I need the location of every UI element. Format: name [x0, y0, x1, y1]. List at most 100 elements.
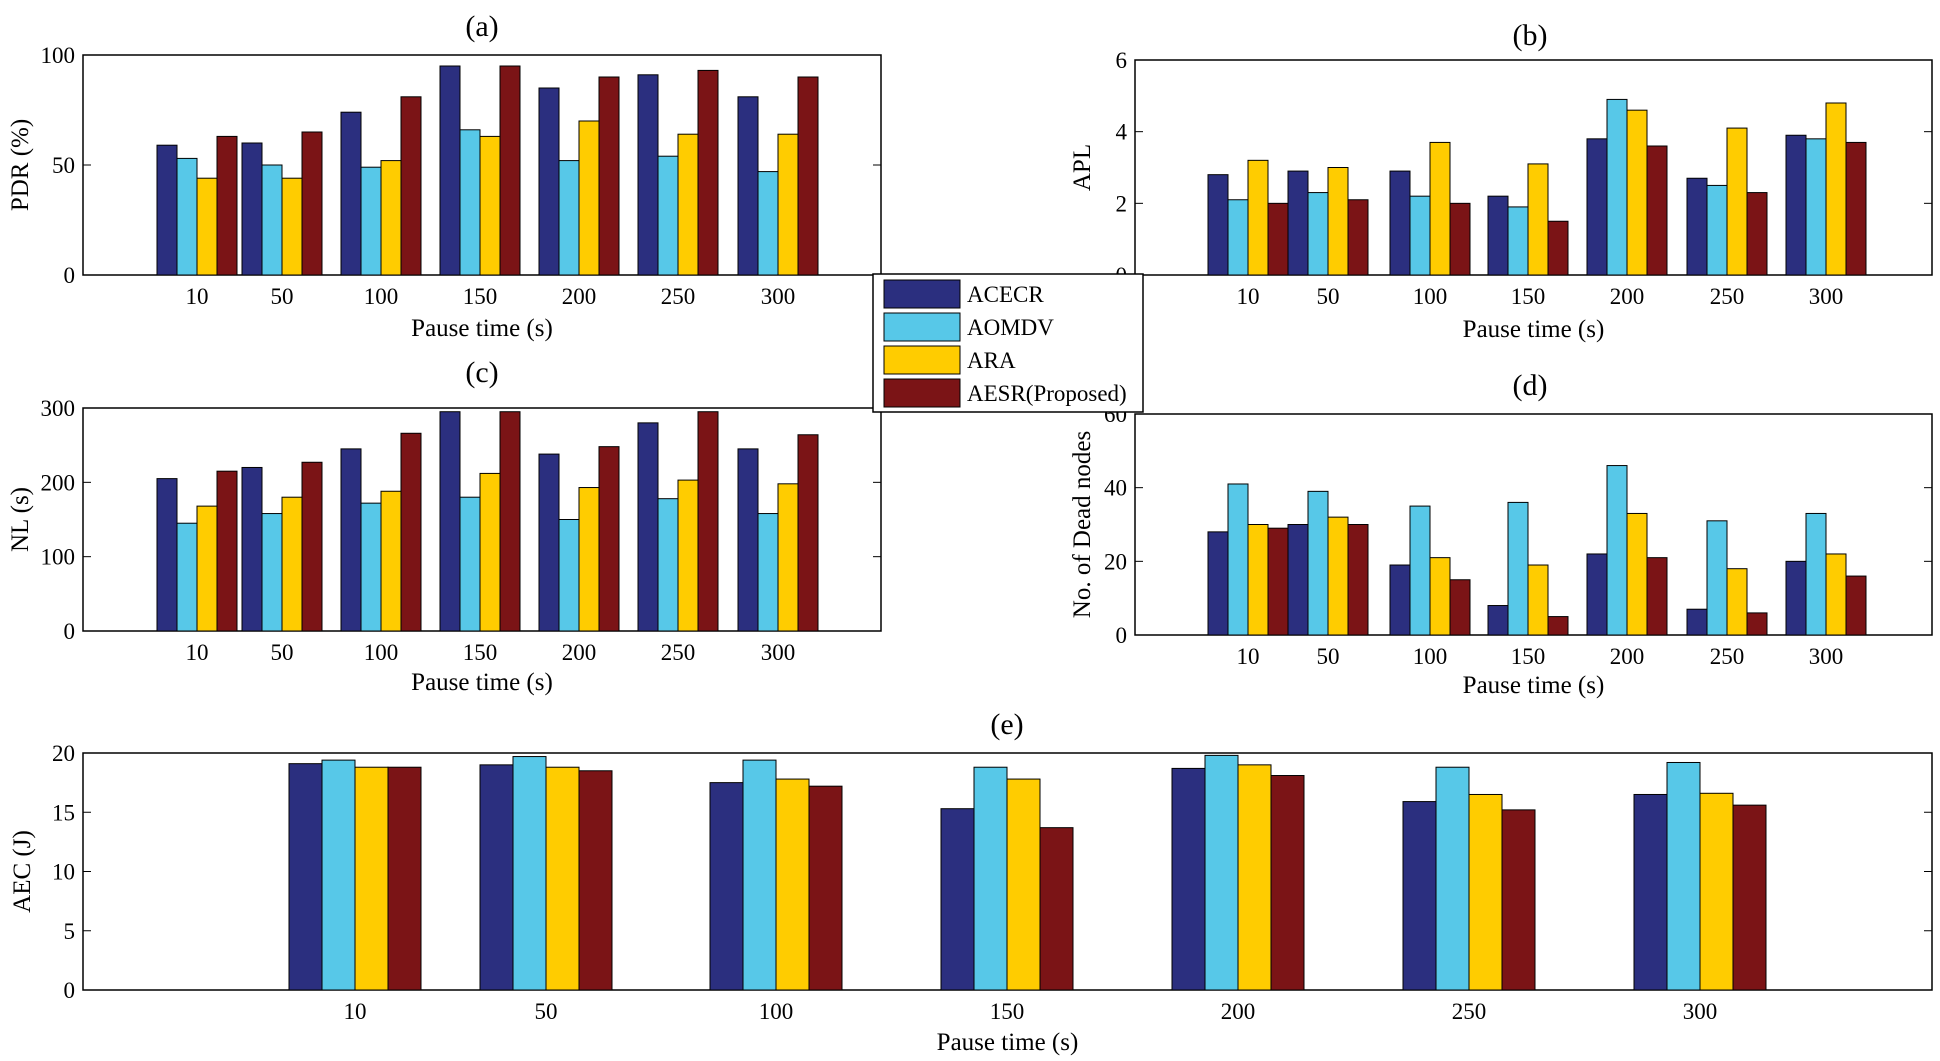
legend-swatch-aomdv — [883, 312, 961, 342]
bar-acecr-50 — [1287, 170, 1309, 276]
x-tick-label: 300 — [761, 640, 796, 665]
bar-aomdv-50 — [512, 756, 547, 991]
bar-ara-300 — [1825, 553, 1847, 636]
x-tick-label: 150 — [463, 640, 498, 665]
panel-c-nl: 0 100 200 300 10 50 100 150 200 250 300 (c) Pause ti… — [7, 356, 882, 696]
bar-ara-10 — [1247, 159, 1269, 276]
bar-aesr-50 — [1347, 199, 1369, 276]
bar-aesr-150 — [499, 411, 521, 632]
x-tick-label: 100 — [1413, 284, 1448, 309]
panel-e-aec: 0 5 10 15 20 10 50 100 150 200 250 300 (e) Pause time… — [9, 708, 1933, 1056]
bar-acecr-250 — [1686, 177, 1708, 276]
bar-aomdv-10 — [1227, 483, 1249, 636]
bar-acecr-300 — [1633, 793, 1668, 991]
bar-aomdv-250 — [657, 498, 679, 632]
x-tick-label: 200 — [562, 640, 597, 665]
x-tick-label: 150 — [1511, 644, 1546, 669]
panel-title: (e) — [990, 708, 1023, 741]
bar-aesr-50 — [578, 770, 613, 991]
bar-ara-50 — [1327, 167, 1349, 276]
legend-swatch-acecr — [883, 279, 961, 309]
bar-aomdv-50 — [261, 513, 283, 632]
bar-aomdv-250 — [1435, 766, 1470, 991]
x-axis-label: Pause time (s) — [411, 315, 553, 342]
bar-aesr-10 — [387, 766, 422, 991]
bar-ara-150 — [1527, 564, 1549, 636]
bar-ara-10 — [354, 766, 389, 991]
bar-acecr-100 — [709, 782, 744, 991]
bar-aesr-250 — [697, 411, 719, 632]
legend-swatch-aesr — [883, 378, 961, 408]
bar-ara-50 — [281, 177, 303, 276]
x-tick-label: 10 — [1237, 644, 1260, 669]
bar-ara-100 — [1429, 141, 1451, 276]
y-tick-label: 0 — [64, 619, 76, 644]
bar-acecr-300 — [737, 96, 759, 276]
panel-title: (c) — [465, 356, 498, 389]
bar-ara-300 — [1699, 792, 1734, 991]
bar-aomdv-200 — [1606, 98, 1628, 276]
bar-acecr-250 — [1402, 801, 1437, 991]
bar-ara-10 — [196, 505, 218, 632]
bar-aesr-100 — [1449, 579, 1471, 636]
x-tick-label: 300 — [1683, 999, 1718, 1024]
bar-aesr-200 — [598, 76, 620, 276]
bar-ara-200 — [578, 120, 600, 276]
x-tick-label: 10 — [344, 999, 367, 1024]
x-tick-label: 50 — [1317, 644, 1340, 669]
bar-acecr-10 — [156, 478, 178, 632]
bar-ara-300 — [777, 133, 799, 276]
bar-aomdv-200 — [558, 519, 580, 632]
bar-ara-10 — [1247, 524, 1269, 636]
bar-aomdv-300 — [757, 171, 779, 276]
x-tick-label: 250 — [661, 284, 696, 309]
bar-aomdv-300 — [1805, 512, 1827, 636]
legend-label-ara: ARA — [967, 348, 1016, 373]
bar-aesr-250 — [1746, 192, 1768, 276]
bar-aesr-200 — [1646, 145, 1668, 276]
bar-acecr-250 — [637, 422, 659, 632]
x-tick-label: 250 — [1710, 644, 1745, 669]
bar-acecr-50 — [241, 466, 263, 632]
bar-acecr-300 — [1785, 560, 1807, 636]
bar-ara-150 — [1006, 778, 1041, 991]
x-tick-label: 50 — [535, 999, 558, 1024]
bar-aesr-150 — [1039, 827, 1074, 991]
bar-aomdv-10 — [1227, 199, 1249, 276]
panel-b-apl: 02461050100150200250300(b)Pause time (s)… — [1069, 19, 1933, 343]
bar-ara-200 — [1626, 512, 1648, 636]
bar-acecr-150 — [1487, 195, 1509, 276]
bar-ara-250 — [1726, 127, 1748, 276]
y-tick-label: 20 — [52, 741, 75, 766]
bar-ara-150 — [479, 135, 501, 276]
x-tick-label: 200 — [1221, 999, 1256, 1024]
bar-acecr-10 — [288, 763, 323, 991]
x-tick-label: 100 — [759, 999, 794, 1024]
x-tick-label: 250 — [1710, 284, 1745, 309]
bar-acecr-100 — [340, 111, 362, 276]
bar-acecr-100 — [340, 448, 362, 632]
y-axis-label: PDR (%) — [7, 119, 34, 211]
bar-ara-250 — [1726, 568, 1748, 636]
bar-ara-250 — [1468, 793, 1503, 991]
legend-label-aesr: AESR(Proposed) — [967, 381, 1127, 406]
x-tick-label: 150 — [463, 284, 498, 309]
bar-aomdv-50 — [261, 164, 283, 276]
x-tick-label: 150 — [990, 999, 1025, 1024]
bar-aomdv-100 — [360, 502, 382, 632]
bar-aomdv-150 — [973, 766, 1008, 991]
bar-ara-10 — [196, 177, 218, 276]
bar-acecr-150 — [439, 411, 461, 632]
y-tick-label: 2 — [1116, 191, 1128, 216]
bar-aomdv-10 — [176, 522, 198, 632]
x-axis-label: Pause time (s) — [411, 669, 553, 696]
bar-aomdv-150 — [1507, 501, 1529, 636]
bar-acecr-150 — [439, 65, 461, 276]
bar-ara-50 — [1327, 516, 1349, 636]
bar-acecr-50 — [479, 764, 514, 991]
bar-acecr-200 — [1171, 767, 1206, 991]
bar-acecr-200 — [538, 453, 560, 632]
x-tick-label: 100 — [364, 284, 399, 309]
panel-a-pdr: 0 50 100 10 50 100 150 200 250 300 (a) Pause time (… — [7, 10, 882, 342]
bar-aomdv-150 — [1507, 206, 1529, 276]
